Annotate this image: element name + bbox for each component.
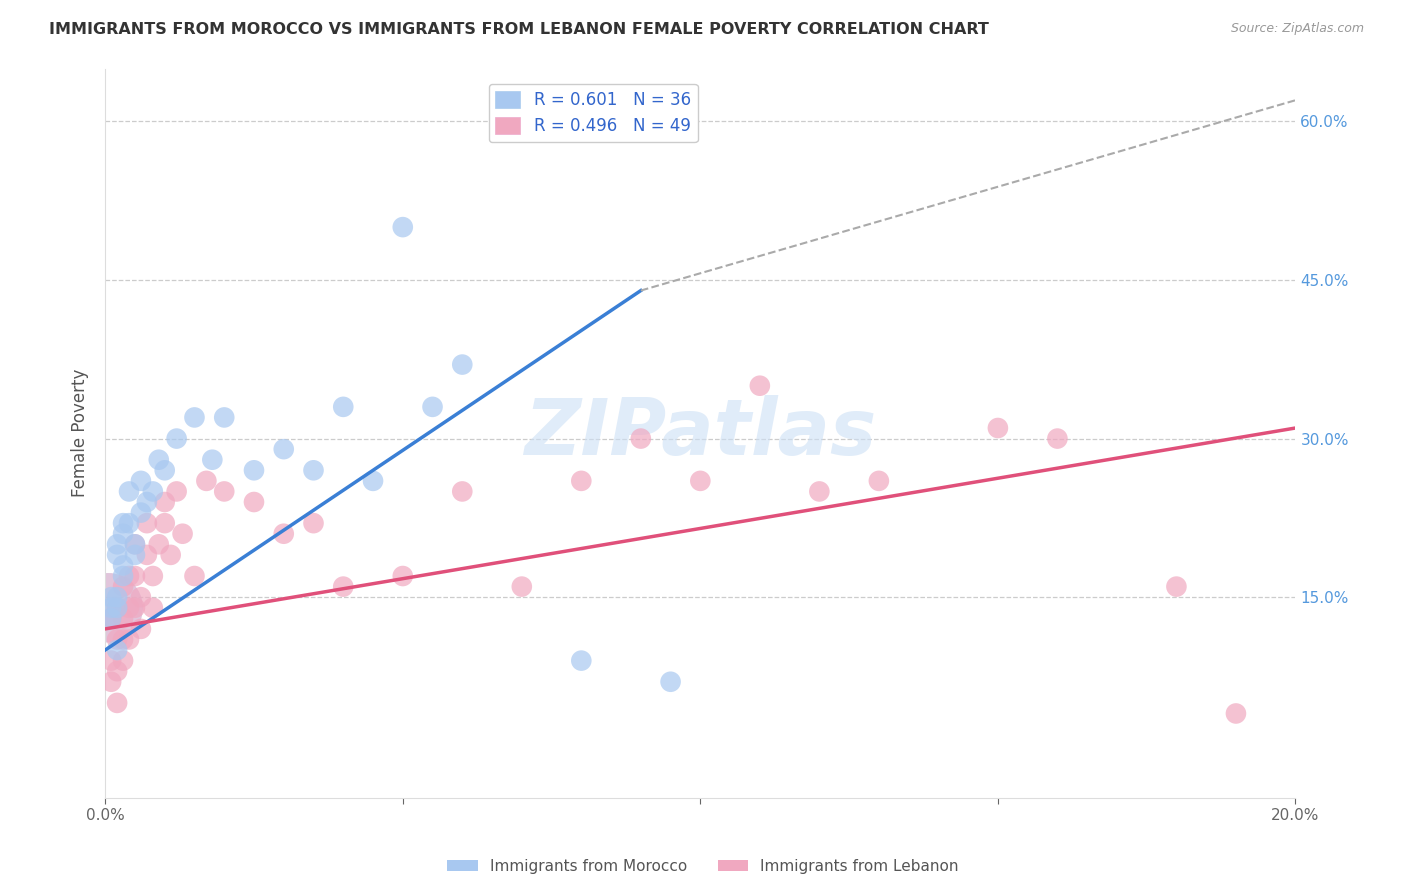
- Point: [97, 600, 120, 615]
- Point: [391, 220, 413, 235]
- Y-axis label: Female Poverty: Female Poverty: [72, 369, 89, 498]
- Point: [166, 432, 188, 446]
- Point: [302, 516, 325, 531]
- Point: [391, 569, 413, 583]
- Point: [100, 590, 122, 604]
- Point: [124, 548, 146, 562]
- Point: [135, 548, 157, 562]
- Point: [212, 410, 235, 425]
- Point: [124, 569, 146, 583]
- Point: [361, 474, 384, 488]
- Point: [273, 526, 295, 541]
- Point: [135, 495, 157, 509]
- Point: [510, 580, 533, 594]
- Point: [243, 463, 266, 477]
- Point: [302, 463, 325, 477]
- Point: [148, 452, 170, 467]
- Point: [129, 506, 152, 520]
- Point: [100, 600, 122, 615]
- Point: [112, 632, 135, 647]
- Point: [100, 654, 122, 668]
- Point: [124, 537, 146, 551]
- Point: [105, 537, 128, 551]
- Point: [159, 548, 181, 562]
- Point: [105, 632, 128, 647]
- Point: [105, 600, 128, 615]
- Point: [569, 654, 592, 668]
- Point: [659, 674, 682, 689]
- Point: [166, 484, 188, 499]
- Point: [118, 516, 141, 531]
- Point: [105, 664, 128, 678]
- Point: [153, 516, 176, 531]
- Point: [129, 590, 152, 604]
- Text: Source: ZipAtlas.com: Source: ZipAtlas.com: [1230, 22, 1364, 36]
- Point: [212, 484, 235, 499]
- Point: [118, 632, 141, 647]
- Point: [153, 463, 176, 477]
- Point: [112, 580, 135, 594]
- Point: [451, 484, 474, 499]
- Text: IMMIGRANTS FROM MOROCCO VS IMMIGRANTS FROM LEBANON FEMALE POVERTY CORRELATION CH: IMMIGRANTS FROM MOROCCO VS IMMIGRANTS FR…: [49, 22, 988, 37]
- Point: [1166, 580, 1188, 594]
- Point: [808, 484, 831, 499]
- Point: [118, 484, 141, 499]
- Point: [148, 537, 170, 551]
- Point: [112, 558, 135, 573]
- Point: [987, 421, 1010, 435]
- Point: [105, 548, 128, 562]
- Legend: Immigrants from Morocco, Immigrants from Lebanon: Immigrants from Morocco, Immigrants from…: [441, 853, 965, 880]
- Point: [112, 654, 135, 668]
- Point: [142, 600, 165, 615]
- Point: [100, 611, 122, 625]
- Point: [748, 378, 770, 392]
- Point: [451, 358, 474, 372]
- Point: [868, 474, 890, 488]
- Point: [129, 474, 152, 488]
- Point: [183, 410, 205, 425]
- Text: ZIPatlas: ZIPatlas: [524, 395, 876, 471]
- Point: [124, 600, 146, 615]
- Point: [97, 600, 120, 615]
- Point: [118, 569, 141, 583]
- Point: [1046, 432, 1069, 446]
- Point: [332, 580, 354, 594]
- Point: [112, 516, 135, 531]
- Point: [142, 569, 165, 583]
- Point: [172, 526, 194, 541]
- Point: [142, 484, 165, 499]
- Point: [135, 516, 157, 531]
- Point: [1225, 706, 1247, 721]
- Point: [112, 569, 135, 583]
- Point: [183, 569, 205, 583]
- Point: [630, 432, 652, 446]
- Point: [195, 474, 218, 488]
- Legend: R = 0.601   N = 36, R = 0.496   N = 49: R = 0.601 N = 36, R = 0.496 N = 49: [489, 84, 697, 142]
- Point: [569, 474, 592, 488]
- Point: [124, 537, 146, 551]
- Point: [105, 696, 128, 710]
- Point: [112, 526, 135, 541]
- Point: [422, 400, 444, 414]
- Point: [273, 442, 295, 457]
- Point: [105, 643, 128, 657]
- Point: [332, 400, 354, 414]
- Point: [100, 611, 122, 625]
- Point: [153, 495, 176, 509]
- Point: [689, 474, 711, 488]
- Point: [112, 611, 135, 625]
- Point: [118, 600, 141, 615]
- Point: [129, 622, 152, 636]
- Point: [100, 674, 122, 689]
- Point: [105, 600, 128, 615]
- Point: [105, 590, 128, 604]
- Point: [201, 452, 224, 467]
- Point: [243, 495, 266, 509]
